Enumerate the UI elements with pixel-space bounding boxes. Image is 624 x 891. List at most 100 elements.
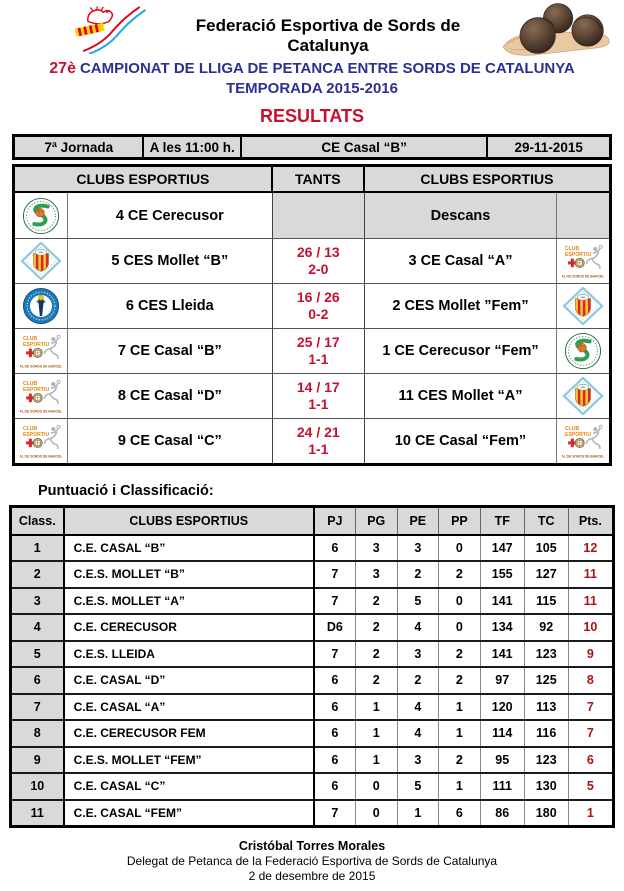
match-score-cell: 26 / 13 2-0 xyxy=(273,239,365,283)
match-points: 14 / 17 xyxy=(296,379,340,396)
classification-row: 1 C.E. CASAL “B” 6 3 3 0 147 105 12 xyxy=(10,533,614,562)
pp-cell: 1 xyxy=(438,692,481,721)
delegate-name: Cristóbal Torres Morales xyxy=(238,838,386,853)
tf-cell: 97 xyxy=(479,666,525,694)
col-header-class: Class. xyxy=(10,506,65,536)
pp-cell: 2 xyxy=(438,666,481,694)
pj-cell: 7 xyxy=(313,560,356,588)
tc-cell: 127 xyxy=(523,560,569,588)
federation-name: Federació Esportiva de Sords de Cataluny… xyxy=(195,16,461,55)
pe-cell: 1 xyxy=(396,798,440,827)
match-sets: 1-1 xyxy=(308,351,329,367)
rank-cell: 2 xyxy=(10,560,65,588)
season-title: TEMPORADA 2015-2016 xyxy=(225,80,398,97)
pj-cell: 6 xyxy=(313,533,356,562)
pj-cell: 7 xyxy=(313,798,356,827)
pts-cell: 8 xyxy=(567,666,614,694)
club-name-cell: C.E.S. MOLLET “A” xyxy=(63,586,315,615)
match-points: 25 / 17 xyxy=(296,334,340,351)
club-name-cell: C.E.S. MOLLET “B” xyxy=(63,560,315,588)
rank-cell: 8 xyxy=(10,719,65,747)
col-header-pts: Pts. xyxy=(567,506,614,536)
tc-cell: 115 xyxy=(523,586,569,615)
club-name-cell: C.E. CASAL “D” xyxy=(63,666,315,694)
casal-club-logo-icon xyxy=(19,332,62,370)
classification-title: Puntuació i Classificació: xyxy=(38,483,214,499)
club-name-cell: C.E.S. MOLLET “FEM” xyxy=(63,745,315,774)
home-club-name: 5 CES Mollet “B” xyxy=(68,239,273,283)
home-club-name: 8 CE Casal “D” xyxy=(68,374,273,418)
pe-cell: 4 xyxy=(396,719,440,747)
match-sets: 1-1 xyxy=(308,396,329,412)
home-club-logo-cell xyxy=(15,419,68,463)
results-heading: RESULTATS xyxy=(260,106,364,126)
rank-cell: 6 xyxy=(10,666,65,694)
match-points: 26 / 13 xyxy=(296,244,340,261)
tf-cell: 134 xyxy=(479,613,525,641)
pg-cell: 2 xyxy=(354,613,398,641)
club-name-cell: C.E. CERECUSOR FEM xyxy=(63,719,315,747)
classification-row: 5 C.E.S. LLEIDA 7 2 3 2 141 123 9 xyxy=(10,639,614,668)
club-name-cell: C.E. CERECUSOR xyxy=(63,613,315,641)
pe-cell: 3 xyxy=(396,745,440,774)
tf-cell: 147 xyxy=(479,533,525,562)
classification-row: 6 C.E. CASAL “D” 6 2 2 2 97 125 8 xyxy=(10,666,614,694)
classification-row: 8 C.E. CERECUSOR FEM 6 1 4 1 114 116 7 xyxy=(10,719,614,747)
away-club-logo-cell xyxy=(556,239,609,283)
pj-cell: 6 xyxy=(313,772,356,800)
tf-cell: 141 xyxy=(479,586,525,615)
away-club-logo-cell xyxy=(556,419,609,463)
results-header-home: CLUBS ESPORTIUS xyxy=(15,167,273,191)
pg-cell: 0 xyxy=(354,798,398,827)
home-club-name: 4 CE Cerecusor xyxy=(68,193,273,238)
pe-cell: 3 xyxy=(396,533,440,562)
away-club-logo-cell xyxy=(556,284,609,328)
pe-cell: 3 xyxy=(396,639,440,668)
rank-cell: 9 xyxy=(10,745,65,774)
tc-cell: 105 xyxy=(523,533,569,562)
match-sets: 1-1 xyxy=(308,441,329,457)
pts-cell: 6 xyxy=(567,745,614,774)
delegate-role: Delegat de Petanca de la Federació Espor… xyxy=(126,854,498,869)
col-header-pj: PJ xyxy=(313,506,356,536)
pts-cell: 10 xyxy=(567,613,614,641)
pp-cell: 2 xyxy=(438,639,481,668)
club-name-cell: C.E. CASAL “A” xyxy=(63,692,315,721)
matchday-info-bar: 7ª Jornada A les 11:00 h. CE Casal “B” 2… xyxy=(12,134,612,160)
result-row: 9 CE Casal “C” 24 / 21 1-1 10 CE Casal “… xyxy=(15,418,609,463)
club-name-cell: C.E. CASAL “C” xyxy=(63,772,315,800)
pj-cell: 7 xyxy=(313,639,356,668)
home-club-logo-cell xyxy=(15,284,68,328)
pe-cell: 2 xyxy=(396,560,440,588)
club-name-cell: C.E. CASAL “FEM” xyxy=(63,798,315,827)
home-club-logo-cell xyxy=(15,374,68,418)
classification-row: 4 C.E. CERECUSOR D6 2 4 0 134 92 10 xyxy=(10,613,614,641)
lleida-club-logo-icon xyxy=(22,287,59,325)
mollet-club-logo-icon xyxy=(20,242,62,280)
classification-header-row: Class. CLUBS ESPORTIUS PJ PG PE PP TF TC… xyxy=(10,506,614,536)
col-header-tf: TF xyxy=(479,506,525,536)
cerecusor-club-logo-icon xyxy=(21,196,61,235)
match-score-cell: 16 / 26 0-2 xyxy=(273,284,365,328)
rank-cell: 4 xyxy=(10,613,65,641)
petanque-balls-photo-icon xyxy=(502,3,610,56)
pts-cell: 11 xyxy=(567,586,614,615)
matchday-date: 29-11-2015 xyxy=(514,139,583,155)
classification-table-head: Class. CLUBS ESPORTIUS PJ PG PE PP TF TC… xyxy=(10,506,614,536)
document-footer: Cristóbal Torres Morales Delegat de Peta… xyxy=(0,839,624,885)
col-header-tc: TC xyxy=(523,506,569,536)
matchday-time: A les 11:00 h. xyxy=(144,137,242,157)
casal-club-logo-icon xyxy=(19,377,62,415)
away-club-name: 10 CE Casal “Fem” xyxy=(394,433,527,449)
pg-cell: 3 xyxy=(354,533,398,562)
pg-cell: 1 xyxy=(354,745,398,774)
home-club-name: 7 CE Casal “B” xyxy=(68,329,273,373)
pe-cell: 4 xyxy=(396,613,440,641)
pts-cell: 7 xyxy=(567,719,614,747)
classification-row: 7 C.E. CASAL “A” 6 1 4 1 120 113 7 xyxy=(10,692,614,721)
pp-cell: 1 xyxy=(438,772,481,800)
rank-cell: 3 xyxy=(10,586,65,615)
classification-row: 3 C.E.S. MOLLET “A” 7 2 5 0 141 115 11 xyxy=(10,586,614,615)
pe-cell: 4 xyxy=(396,692,440,721)
federation-logo-icon xyxy=(73,6,147,54)
